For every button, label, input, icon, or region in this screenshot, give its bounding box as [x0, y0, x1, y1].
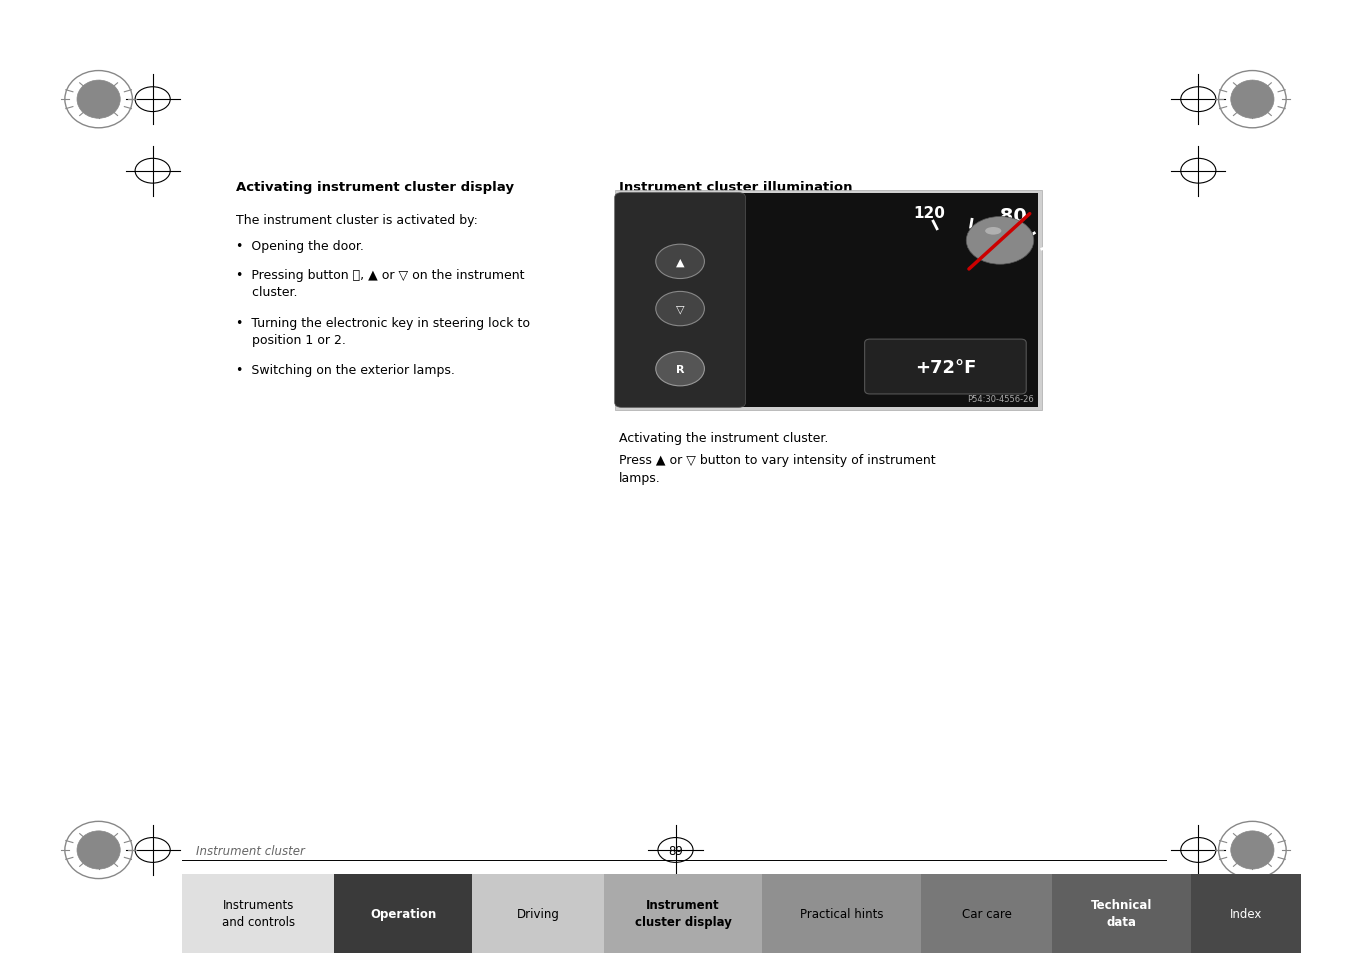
- Ellipse shape: [985, 228, 1001, 235]
- Bar: [604, 874, 762, 953]
- Bar: [473, 874, 604, 953]
- Text: The instrument cluster is activated by:: The instrument cluster is activated by:: [236, 213, 478, 227]
- Text: •  Opening the door.: • Opening the door.: [236, 240, 365, 253]
- Text: Technical
data: Technical data: [1090, 899, 1152, 928]
- Text: 120: 120: [913, 206, 944, 221]
- Text: •  Pressing button Ⓡ, ▲ or ▽ on the instrument: • Pressing button Ⓡ, ▲ or ▽ on the instr…: [236, 269, 526, 282]
- Text: Activating instrument cluster display: Activating instrument cluster display: [236, 181, 515, 194]
- Text: •  Turning the electronic key in steering lock to: • Turning the electronic key in steering…: [236, 316, 531, 330]
- Ellipse shape: [1231, 831, 1274, 869]
- Text: ▽: ▽: [676, 304, 685, 314]
- Text: cluster.: cluster.: [236, 286, 299, 299]
- Text: P54:30-4556-26: P54:30-4556-26: [967, 395, 1034, 403]
- Ellipse shape: [77, 81, 120, 119]
- Text: +72°F: +72°F: [915, 358, 977, 376]
- Text: Press ▲ or ▽ button to vary intensity of instrument
lamps.: Press ▲ or ▽ button to vary intensity of…: [619, 454, 935, 484]
- Text: Practical hints: Practical hints: [800, 907, 884, 920]
- Text: Operation: Operation: [370, 907, 436, 920]
- Bar: [619, 193, 1038, 408]
- Circle shape: [966, 217, 1034, 265]
- Text: •  Switching on the exterior lamps.: • Switching on the exterior lamps.: [236, 364, 455, 377]
- Bar: [1052, 874, 1190, 953]
- Bar: [182, 874, 334, 953]
- Ellipse shape: [1231, 81, 1274, 119]
- Text: Instrument cluster: Instrument cluster: [196, 843, 305, 857]
- Ellipse shape: [77, 831, 120, 869]
- Bar: [762, 874, 921, 953]
- Bar: [334, 874, 473, 953]
- Text: Index: Index: [1229, 907, 1262, 920]
- Text: Driving: Driving: [516, 907, 559, 920]
- Circle shape: [655, 292, 704, 326]
- Text: Instrument cluster illumination: Instrument cluster illumination: [619, 181, 852, 194]
- Text: position 1 or 2.: position 1 or 2.: [236, 334, 346, 347]
- Text: Activating the instrument cluster.: Activating the instrument cluster.: [619, 432, 828, 445]
- Bar: [615, 191, 1042, 411]
- FancyBboxPatch shape: [615, 193, 746, 408]
- Text: Instrument
cluster display: Instrument cluster display: [635, 899, 731, 928]
- Circle shape: [655, 245, 704, 279]
- FancyBboxPatch shape: [865, 339, 1027, 395]
- Text: 40: 40: [1054, 233, 1081, 248]
- Text: ▲: ▲: [676, 257, 685, 267]
- Circle shape: [655, 353, 704, 387]
- Bar: [921, 874, 1052, 953]
- Text: Car care: Car care: [962, 907, 1012, 920]
- Text: 80: 80: [993, 207, 1027, 226]
- Text: 89: 89: [667, 843, 684, 857]
- Text: R: R: [676, 364, 685, 375]
- Text: Instruments
and controls: Instruments and controls: [222, 899, 295, 928]
- Bar: [1190, 874, 1301, 953]
